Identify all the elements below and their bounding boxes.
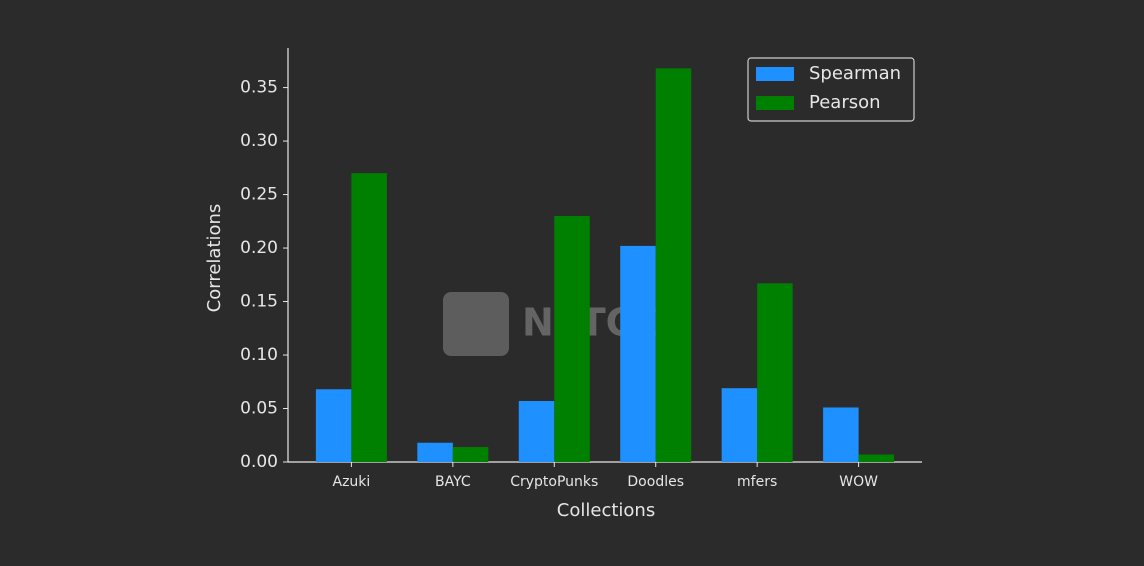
x-tick-label: Azuki <box>333 474 371 490</box>
bar <box>452 447 489 462</box>
y-tick-label: 0.30 <box>240 131 278 151</box>
y-tick-label: 0.00 <box>240 452 278 472</box>
y-tick-label: 0.25 <box>240 185 278 205</box>
legend-swatch <box>756 67 794 81</box>
watermark-logo <box>443 292 509 356</box>
legend-label: Pearson <box>809 92 881 113</box>
bar <box>315 389 352 462</box>
bar <box>721 388 758 462</box>
y-tick-label: 0.15 <box>240 292 278 312</box>
bar <box>757 283 793 462</box>
bar <box>858 454 895 462</box>
y-tick-label: 0.20 <box>240 238 278 258</box>
x-tick-label: mfers <box>737 474 777 490</box>
bar <box>620 245 656 462</box>
bar <box>518 401 555 462</box>
x-axis-label: Collections <box>557 500 655 521</box>
watermark: NFTGO <box>443 292 669 356</box>
y-tick-label: 0.10 <box>240 345 278 365</box>
bar <box>554 215 590 462</box>
y-axis-label: Correlations <box>204 204 225 313</box>
legend: Spearman Pearson <box>747 57 915 122</box>
legend-swatch <box>756 96 794 110</box>
x-tick-label: CryptoPunks <box>510 474 598 490</box>
x-tick-label: Doodles <box>627 474 684 490</box>
y-tick-label: 0.05 <box>240 399 278 419</box>
bar <box>655 68 692 462</box>
y-tick-label: 0.35 <box>240 78 278 98</box>
x-tick-label: WOW <box>839 474 878 490</box>
bar <box>823 407 859 462</box>
legend-label: Spearman <box>809 63 901 84</box>
x-tick-label: BAYC <box>435 474 471 490</box>
bar <box>351 173 387 463</box>
bar <box>417 442 453 462</box>
